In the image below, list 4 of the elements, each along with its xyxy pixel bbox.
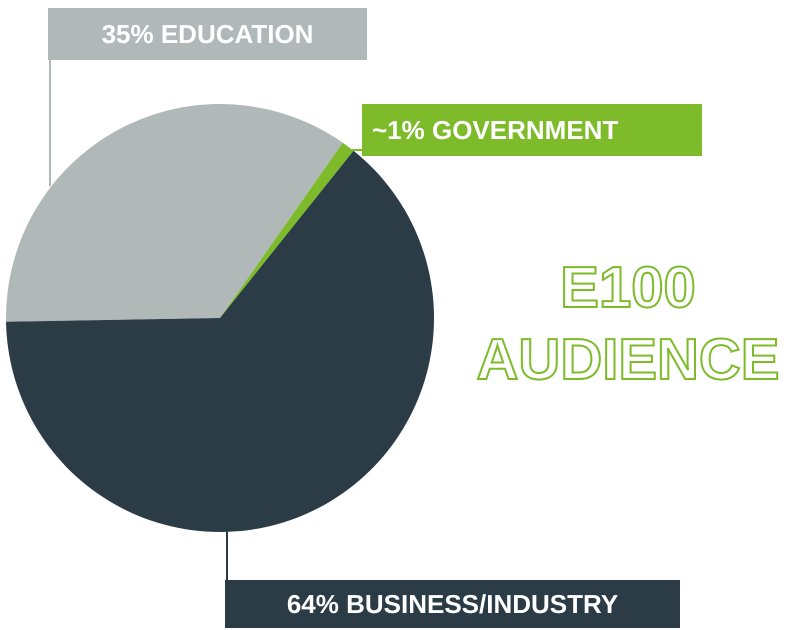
slice-label: 64% BUSINESS/INDUSTRY: [286, 589, 618, 619]
text: E100 AUDIENCE: [476, 255, 780, 392]
slice-label: 35% EDUCATION: [102, 19, 314, 49]
slice-label: ~1% GOVERNMENT: [372, 115, 618, 145]
